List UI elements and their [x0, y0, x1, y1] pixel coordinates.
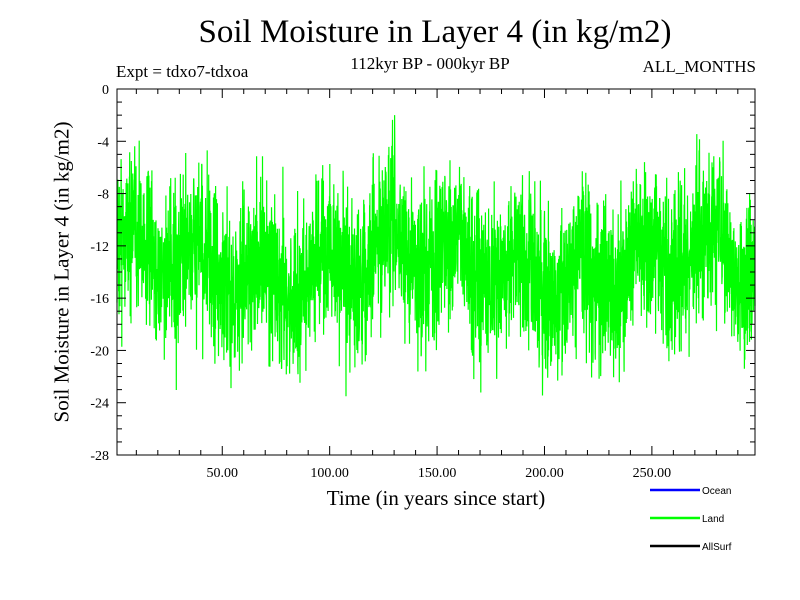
x-tick-label: 100.00 [310, 466, 349, 481]
legend-label-allsurf: AllSurf [702, 542, 732, 553]
chart-subtitle: 112kyr BP - 000kyr BP [350, 54, 510, 73]
x-tick-label: 250.00 [633, 466, 672, 481]
y-tick-label: -24 [90, 397, 109, 412]
y-tick-label: -12 [90, 240, 109, 255]
legend-label-ocean: Ocean [702, 486, 731, 497]
y-tick-label: -20 [90, 344, 109, 359]
y-tick-label: 0 [102, 83, 109, 98]
x-tick-label: 150.00 [418, 466, 457, 481]
y-tick-label: -16 [90, 292, 109, 307]
y-tick-label: -8 [97, 188, 109, 203]
x-tick-label: 200.00 [525, 466, 564, 481]
months-label: ALL_MONTHS [642, 57, 756, 76]
legend-label-land: Land [702, 514, 724, 525]
land-series-line [116, 115, 756, 397]
x-tick-label: 50.00 [207, 466, 239, 481]
y-tick-label: -28 [90, 449, 109, 464]
experiment-label: Expt = tdxo7-tdxoa [116, 62, 249, 81]
x-axis-label: Time (in years since start) [326, 486, 546, 510]
y-tick-label: -4 [97, 135, 109, 150]
chart-title: Soil Moisture in Layer 4 (in kg/m2) [198, 14, 672, 50]
